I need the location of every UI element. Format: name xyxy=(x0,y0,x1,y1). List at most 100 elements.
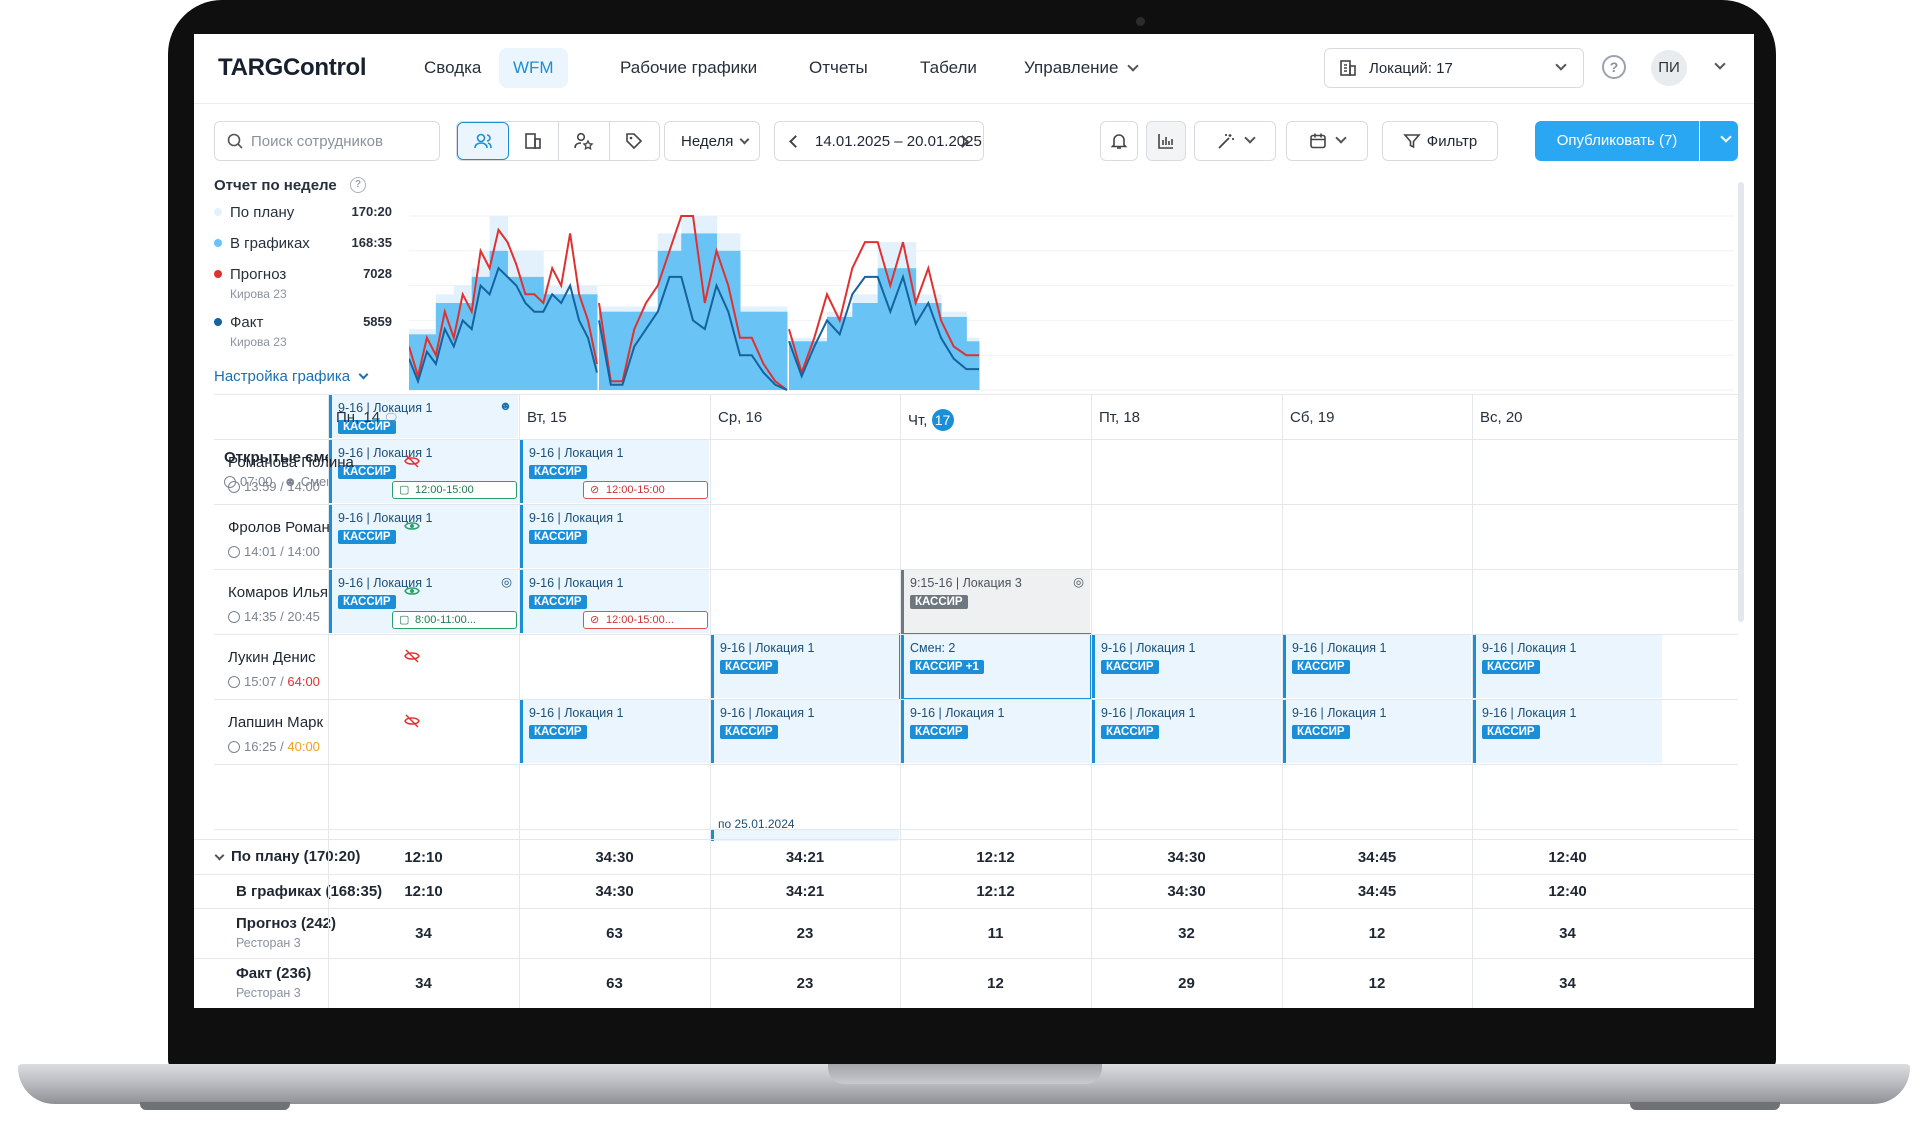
nav-management[interactable]: Управление xyxy=(1024,58,1139,78)
building-icon xyxy=(525,133,542,149)
view-positions-button[interactable] xyxy=(559,122,610,160)
day-header[interactable]: Вс, 20 xyxy=(1472,409,1663,445)
scheduled-bar xyxy=(775,311,788,390)
shift-block[interactable]: 9-16 | Локация 1 КАССИР xyxy=(1473,635,1662,698)
absence-badge[interactable]: ⊘ 12:00-15:00... xyxy=(583,611,708,629)
notifications-button[interactable] xyxy=(1100,121,1138,161)
day-header[interactable]: Пн, 14 🗨 xyxy=(328,409,519,445)
scheduled-bar xyxy=(471,276,482,390)
publish-button[interactable]: Опубликовать (7) xyxy=(1535,121,1699,161)
nav-summary[interactable]: Сводка xyxy=(424,58,482,77)
headset-icon[interactable]: ◎ xyxy=(1073,575,1084,589)
shift-block[interactable]: 9-16 | Локация 1 КАССИР xyxy=(711,635,899,698)
assign-user-icon[interactable]: ☻ xyxy=(498,399,512,413)
day-header[interactable]: Сб, 19 xyxy=(1282,409,1472,445)
period-select[interactable]: Неделя xyxy=(664,121,760,161)
shift-block-partial[interactable] xyxy=(711,829,899,841)
totals-value: 34:30 xyxy=(1167,848,1206,866)
employee-hours-value: 14:01 / 14:00 xyxy=(244,544,320,559)
employee-name: Фролов Роман xyxy=(228,519,330,536)
employee-hours-value: 16:25 / xyxy=(244,739,288,754)
day-header[interactable]: Чт, 17 xyxy=(900,409,1091,445)
shift-role-tag: КАССИР xyxy=(1482,725,1540,739)
chevron-down-icon[interactable] xyxy=(214,850,225,861)
shift-block[interactable]: 9-16 | Локация 1 КАССИР xyxy=(901,700,1090,763)
legend-forecast: Прогноз 7028 Кирова 23 xyxy=(214,266,392,301)
chart-settings-link[interactable]: Настройка графика xyxy=(214,368,369,385)
filter-button[interactable]: Фильтр xyxy=(1382,121,1498,161)
multi-shift-block[interactable]: Смен: 2 КАССИР +1 xyxy=(899,633,1092,700)
open-shift-block[interactable]: 9-16 | Локация 1 КАССИР ☻ xyxy=(329,395,518,438)
day-header[interactable]: Ср, 16 xyxy=(710,409,900,445)
scrollbar[interactable] xyxy=(1738,182,1744,622)
users-icon xyxy=(473,133,492,149)
shift-block[interactable]: 9-16 | Локация 1 КАССИР xyxy=(1283,700,1471,763)
view-employees-button[interactable] xyxy=(457,122,509,160)
employee-row[interactable]: Романова Полина 13:59 / 14:00 xyxy=(228,454,420,494)
chevron-down-icon[interactable] xyxy=(1714,58,1726,70)
employee-row[interactable]: Лукин Денис 15:07 / 64:00 xyxy=(228,649,420,689)
shift-text: 9-16 | Локация 1 xyxy=(1101,706,1196,720)
absence-badge[interactable]: ⊘ 12:00-15:00 xyxy=(583,481,708,499)
employee-row[interactable]: Комаров Илья 14:35 / 20:45 xyxy=(228,584,420,624)
headset-icon[interactable]: ◎ xyxy=(501,575,512,589)
shift-block[interactable]: 9-16 | Локация 1 КАССИР xyxy=(1092,700,1281,763)
shift-block[interactable]: 9-16 | Локация 1 КАССИР xyxy=(1473,700,1662,763)
eye-off-icon[interactable] xyxy=(404,649,420,667)
comment-icon[interactable]: 🗨 xyxy=(380,411,399,425)
break-badge[interactable]: ▢ 12:00-15:00 xyxy=(392,481,517,499)
help-icon[interactable]: ? xyxy=(1602,55,1626,79)
publish-dropdown-button[interactable] xyxy=(1700,121,1738,161)
prev-week-icon[interactable] xyxy=(789,135,802,148)
break-badge[interactable]: ▢ 8:00-11:00... xyxy=(392,611,517,629)
swap-shift-block[interactable]: 9:15-16 | Локация 3 КАССИР ◎ xyxy=(901,570,1090,633)
day-header[interactable]: Пт, 18 xyxy=(1091,409,1282,445)
shift-block[interactable]: 9-16 | Локация 1 КАССИР xyxy=(1283,635,1471,698)
view-tags-button[interactable] xyxy=(610,122,660,160)
totals-value: 34:30 xyxy=(595,883,634,900)
totals-value: 12:12 xyxy=(976,883,1015,900)
employee-row[interactable]: Фролов Роман 14:01 / 14:00 xyxy=(228,519,420,559)
laptop-foot-left xyxy=(140,1102,290,1110)
scheduled-bar xyxy=(570,294,580,390)
calendar-button[interactable] xyxy=(1286,121,1368,161)
nav-schedules[interactable]: Рабочие графики xyxy=(620,58,758,77)
shift-block[interactable]: 9-16 | Локация 1 КАССИР xyxy=(711,700,899,763)
totals-label-text: Факт (236) xyxy=(236,965,312,982)
nav-wfm[interactable]: WFM xyxy=(499,48,568,88)
location-select[interactable]: Локаций: 17 xyxy=(1324,48,1584,88)
shift-role-tag: КАССИР xyxy=(720,725,778,739)
eye-off-icon[interactable] xyxy=(404,454,420,472)
nav-reports[interactable]: Отчеты xyxy=(809,58,868,77)
date-range-picker[interactable]: 14.01.2025 – 20.01.2025 xyxy=(774,121,984,161)
auto-assign-button[interactable] xyxy=(1194,121,1276,161)
avatar[interactable]: ПИ xyxy=(1651,50,1687,86)
nav-timesheets[interactable]: Табели xyxy=(920,58,977,77)
scheduled-bar xyxy=(480,276,491,390)
eye-icon[interactable] xyxy=(404,519,420,536)
top-nav: TARGControl Сводка WFM Рабочие графики О… xyxy=(194,34,1754,104)
employee-row[interactable]: Лапшин Марк 16:25 / 40:00 xyxy=(228,714,420,754)
eye-icon[interactable] xyxy=(404,584,420,601)
view-locations-button[interactable] xyxy=(509,122,559,160)
shift-block[interactable]: 9-16 | Локация 1 КАССИР xyxy=(1092,635,1281,698)
totals-label[interactable]: По плану (170:20) xyxy=(214,848,360,865)
column-divider xyxy=(900,394,901,974)
search-input[interactable]: Поиск сотрудников xyxy=(214,121,440,161)
shift-role-tag: КАССИР xyxy=(338,530,396,544)
day-header[interactable]: Вт, 15 xyxy=(519,409,710,445)
shift-text: 9-16 | Локация 1 xyxy=(720,706,815,720)
actual-line xyxy=(409,266,598,385)
shift-block[interactable]: 9-16 | Локация 1 КАССИР xyxy=(329,505,518,568)
totals-value: 34 xyxy=(1559,975,1576,992)
chart-toggle-button[interactable] xyxy=(1146,121,1186,161)
scheduled-bar xyxy=(646,311,659,390)
row-divider xyxy=(214,764,1738,765)
employee-hours-value: 14:35 / 20:45 xyxy=(244,609,320,624)
shift-block[interactable]: 9-16 | Локация 1 КАССИР xyxy=(520,700,709,763)
shift-block[interactable]: 9-16 | Локация 1 КАССИР xyxy=(520,505,709,568)
help-icon[interactable]: ? xyxy=(350,177,366,193)
scheduled-bar xyxy=(516,276,526,390)
eye-off-icon[interactable] xyxy=(404,714,420,732)
scheduled-bar xyxy=(763,311,776,390)
